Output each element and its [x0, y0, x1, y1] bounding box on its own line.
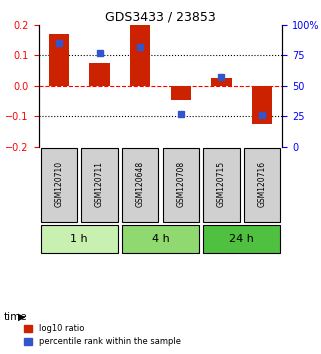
- Text: 1 h: 1 h: [70, 234, 88, 244]
- Text: GSM120710: GSM120710: [54, 161, 63, 207]
- FancyBboxPatch shape: [203, 148, 240, 222]
- Text: 4 h: 4 h: [152, 234, 169, 244]
- Bar: [252, 86, 272, 124]
- Bar: [130, 25, 150, 86]
- FancyBboxPatch shape: [244, 148, 281, 222]
- Text: ▶: ▶: [18, 312, 25, 322]
- Bar: [211, 78, 232, 86]
- Bar: [49, 34, 69, 86]
- Text: GSM120648: GSM120648: [136, 161, 145, 207]
- FancyBboxPatch shape: [81, 148, 118, 222]
- FancyBboxPatch shape: [162, 148, 199, 222]
- Text: GSM120711: GSM120711: [95, 161, 104, 207]
- FancyBboxPatch shape: [122, 225, 199, 253]
- Text: GSM120708: GSM120708: [176, 161, 185, 207]
- Text: 24 h: 24 h: [230, 234, 254, 244]
- FancyBboxPatch shape: [40, 148, 77, 222]
- Text: GSM120716: GSM120716: [258, 161, 267, 207]
- Legend: log10 ratio, percentile rank within the sample: log10 ratio, percentile rank within the …: [20, 321, 184, 350]
- Text: time: time: [3, 312, 27, 322]
- FancyBboxPatch shape: [203, 225, 281, 253]
- FancyBboxPatch shape: [122, 148, 159, 222]
- Bar: [171, 86, 191, 99]
- Text: GSM120715: GSM120715: [217, 161, 226, 207]
- Title: GDS3433 / 23853: GDS3433 / 23853: [105, 11, 216, 24]
- FancyBboxPatch shape: [40, 225, 118, 253]
- Bar: [89, 63, 110, 86]
